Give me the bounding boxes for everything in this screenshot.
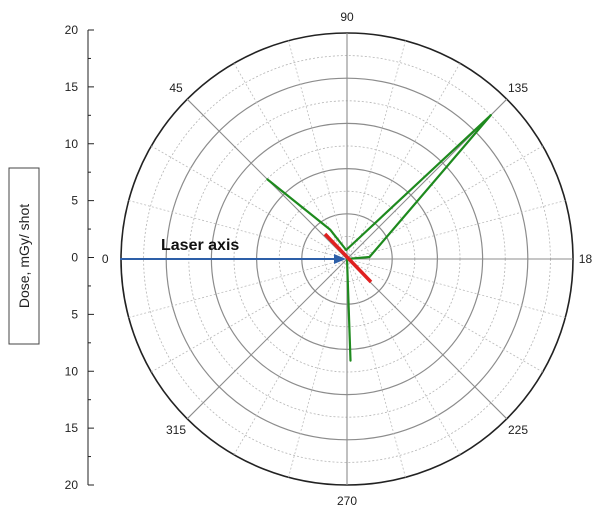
radial-axis-tick-label: 15 [65, 80, 79, 94]
radial-axis: 20 15 10 5 0 5 10 15 20 [65, 23, 94, 492]
angle-labels: 0 45 90 135 180 225 270 315 [102, 10, 592, 508]
grid-spoke [233, 258, 348, 455]
angle-tick-label: 225 [508, 423, 528, 437]
series-point [349, 359, 352, 362]
grid-spoke [288, 40, 348, 260]
grid-spoke [346, 258, 461, 455]
laser-axis-label: Laser axis [161, 237, 239, 254]
grid-spoke [346, 145, 543, 260]
grid-spoke [346, 200, 566, 260]
series-line [266, 114, 492, 362]
grid-spoke [186, 258, 348, 420]
grid-spoke [346, 63, 461, 260]
angle-tick-label: 0 [102, 252, 109, 266]
grid-spoke [346, 258, 543, 373]
grid-spoke [233, 63, 348, 260]
grid-spoke [346, 258, 566, 318]
grid-spoke [151, 145, 348, 260]
radial-axis-tick-label: 15 [65, 421, 79, 435]
angle-tick-label: 90 [340, 10, 354, 24]
angle-tick-label: 45 [169, 81, 183, 95]
series-point [368, 256, 371, 258]
radial-axis-tick-label: 5 [71, 307, 78, 321]
series-point [329, 228, 331, 231]
radial-axis-tick-label: 0 [71, 251, 78, 265]
grid-spoke [346, 258, 406, 478]
grid-spoke [128, 258, 348, 318]
laser-axis-arrowhead [334, 254, 346, 264]
angle-tick-label: 180 [579, 252, 592, 266]
series-point [490, 114, 492, 116]
angle-tick-label: 270 [337, 494, 357, 508]
ylabel-group: Dose, mGy/ shot [8, 167, 40, 345]
grid-spoke [288, 258, 348, 478]
angle-tick-label: 315 [166, 423, 186, 437]
grid-spoke [346, 40, 406, 260]
series-point [266, 178, 268, 180]
annotation-layer: Laser axis [120, 232, 373, 284]
grid-spoke [346, 258, 508, 420]
radial-axis-tick-label: 10 [65, 364, 79, 378]
grid-spoke [151, 258, 348, 373]
grid-spoke [128, 200, 348, 260]
series-point [345, 249, 348, 251]
radial-axis-tick-label: 20 [65, 478, 79, 492]
radial-axis-tick-label: 20 [65, 23, 79, 37]
angle-tick-label: 135 [508, 81, 528, 95]
y-axis-label: Dose, mGy/ shot [16, 204, 32, 308]
ylabel-box [8, 167, 40, 345]
radial-axis-tick-label: 5 [71, 194, 78, 208]
target-marker [323, 232, 373, 284]
radial-axis-tick-label: 10 [65, 137, 79, 151]
